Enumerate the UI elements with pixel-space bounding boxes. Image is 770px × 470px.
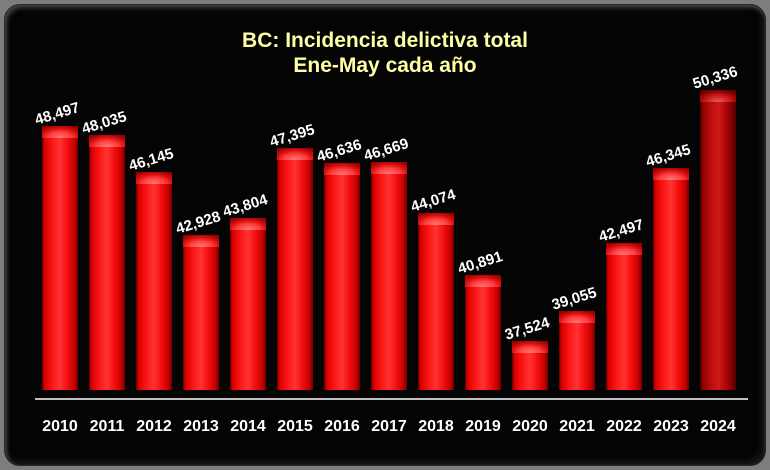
chart-title: BC: Incidencia delictiva total Ene-May c… — [5, 28, 765, 78]
category-label-2021: 2021 — [559, 418, 595, 435]
category-label-2017: 2017 — [371, 418, 407, 435]
category-label-2018: 2018 — [418, 418, 454, 435]
bar-2013 — [183, 235, 219, 390]
category-label-2015: 2015 — [277, 418, 313, 435]
bar-2019 — [465, 275, 501, 390]
chart-title-line2: Ene-May cada año — [293, 54, 477, 77]
bar-2021 — [559, 311, 595, 390]
bar-2022 — [606, 243, 642, 390]
category-label-2020: 2020 — [512, 418, 548, 435]
category-label-2012: 2012 — [136, 418, 172, 435]
category-label-2014: 2014 — [230, 418, 266, 435]
chart-panel: BC: Incidencia delictiva total Ene-May c… — [4, 4, 766, 466]
chart-title-line1: BC: Incidencia delictiva total — [242, 29, 528, 52]
bar-2018 — [418, 213, 454, 390]
category-label-2011: 2011 — [89, 418, 125, 435]
category-label-2013: 2013 — [183, 418, 219, 435]
category-label-2024: 2024 — [700, 418, 736, 435]
category-label-2010: 2010 — [42, 418, 78, 435]
category-label-2022: 2022 — [606, 418, 642, 435]
bar-2011 — [89, 135, 125, 390]
plot-area: 48,497 2010 48,035 2011 46,145 2012 42,928 2013… — [5, 5, 765, 465]
category-label-2016: 2016 — [324, 418, 360, 435]
category-label-2023: 2023 — [653, 418, 689, 435]
category-label-2019: 2019 — [465, 418, 501, 435]
bar-2024 — [700, 90, 736, 390]
bar-2014 — [230, 218, 266, 390]
x-axis-line — [35, 398, 748, 400]
bar-2015 — [277, 148, 313, 390]
bar-2012 — [136, 172, 172, 390]
bar-2023 — [653, 168, 689, 390]
bar-2016 — [324, 163, 360, 390]
bar-2010 — [42, 126, 78, 390]
bar-2020 — [512, 341, 548, 390]
bar-2017 — [371, 162, 407, 390]
